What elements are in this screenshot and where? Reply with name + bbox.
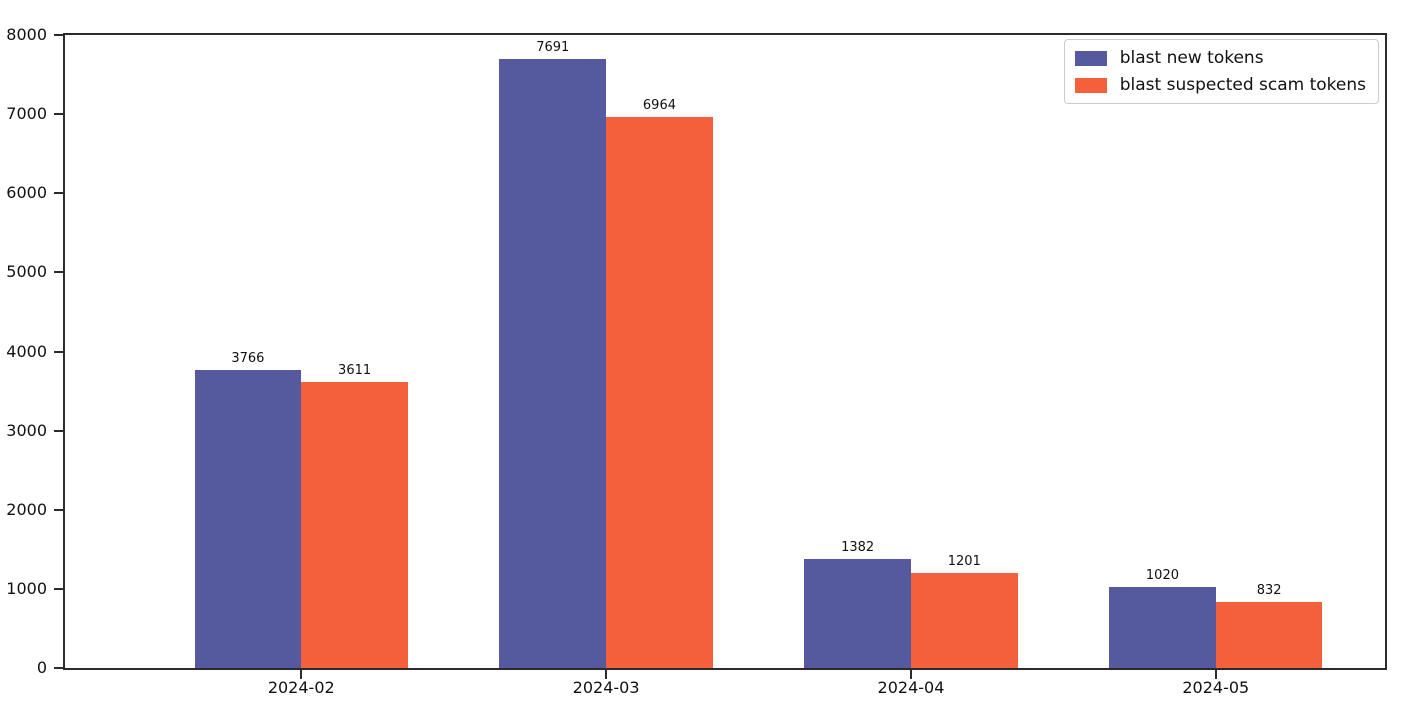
y-tick-label: 6000	[6, 183, 47, 203]
y-tick-label: 5000	[6, 262, 47, 282]
bar-value-label: 3766	[231, 351, 265, 367]
legend-swatch	[1074, 77, 1107, 93]
y-tick-mark	[54, 350, 63, 353]
bar	[194, 370, 302, 668]
bar-value-label: 6964	[642, 97, 676, 113]
y-tick-mark	[54, 667, 63, 669]
y-tick-mark	[54, 587, 63, 590]
legend-swatch	[1074, 50, 1107, 66]
x-tick-mark	[605, 670, 608, 679]
x-tick-label: 2024-02	[267, 678, 335, 697]
y-tick-mark	[54, 192, 63, 195]
bar-value-label: 832	[1256, 583, 1282, 599]
plot-area: 0 1000 2000 3000 4000 5000 6000 7000 8000 2024-0…	[6, 27, 1387, 696]
bar	[910, 572, 1018, 668]
bar-value-label: 1020	[1145, 568, 1179, 584]
y-tick-mark	[54, 429, 63, 432]
y-tick-mark	[54, 508, 63, 511]
bar-value-label: 1201	[947, 553, 981, 569]
x-tick-label: 2024-04	[877, 678, 945, 697]
bar	[804, 558, 911, 668]
legend-item: blast suspected scam tokens	[1074, 74, 1366, 95]
bar	[1215, 602, 1323, 668]
y-tick-mark	[54, 271, 63, 274]
y-tick-label: 3000	[6, 420, 47, 440]
y-tick-label: 7000	[6, 104, 47, 124]
bar-value-label: 7691	[536, 40, 570, 56]
y-tick-label: 8000	[6, 25, 47, 44]
y-tick-label: 0	[36, 658, 47, 677]
x-tick-label: 2024-03	[572, 678, 640, 697]
x-tick-mark	[300, 670, 303, 679]
x-tick-mark	[909, 670, 912, 679]
legend-label: blast new tokens	[1119, 48, 1264, 68]
y-tick-label: 2000	[6, 499, 47, 519]
bar	[499, 59, 607, 668]
bar-value-label: 1382	[841, 539, 875, 555]
y-tick-label: 1000	[6, 578, 47, 598]
legend-label: blast suspected scam tokens	[1119, 74, 1366, 95]
x-tick-mark	[1214, 670, 1217, 679]
legend-item: blast new tokens	[1074, 48, 1366, 68]
x-tick-label: 2024-05	[1182, 678, 1250, 697]
legend: blast new tokens blast suspected scam tok…	[1063, 39, 1379, 105]
y-tick-mark	[54, 34, 63, 36]
y-tick-mark	[54, 113, 63, 116]
y-tick-label: 4000	[6, 341, 47, 361]
bar	[1109, 587, 1216, 668]
bar-value-label: 3611	[338, 363, 372, 379]
bar	[301, 382, 408, 668]
bar	[606, 116, 713, 668]
